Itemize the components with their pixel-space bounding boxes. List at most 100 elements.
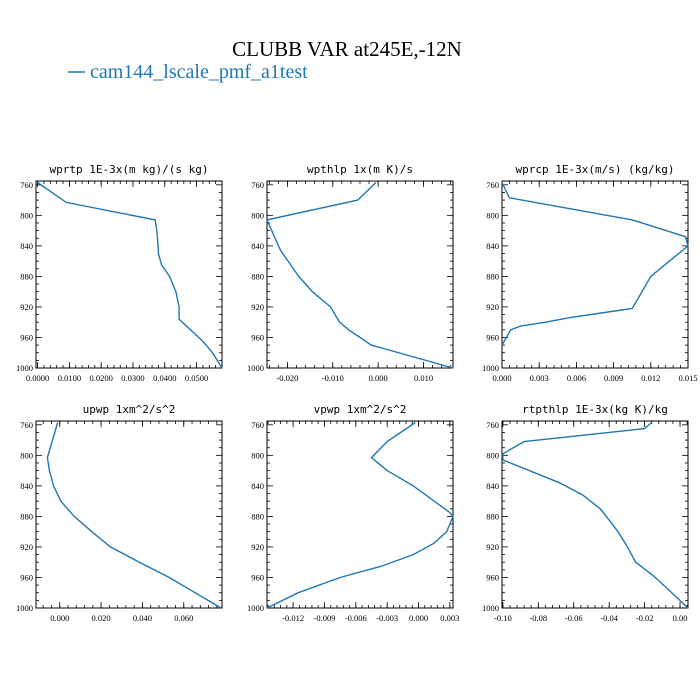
x-tick-label: -0.10 [494, 613, 512, 623]
y-tick-label: 880 [486, 271, 499, 281]
y-tick-label: 760 [20, 180, 33, 190]
y-tick-label: 920 [251, 302, 264, 312]
x-tick-label: 0.00 [673, 613, 688, 623]
y-tick-label: 960 [20, 332, 33, 342]
figure-title: CLUBB VAR at245E,-12N [232, 37, 462, 61]
y-tick-label: 840 [486, 241, 499, 251]
panel-title: upwp 1xm^2/s^2 [83, 403, 176, 416]
panel-title: rtpthlp 1E-3x(kg K)/kg [522, 403, 668, 416]
plot-frame [501, 180, 689, 369]
y-tick-label: 920 [20, 542, 33, 552]
x-tick-label: 0.015 [678, 373, 697, 383]
panel-title: wprtp 1E-3x(m kg)/(s kg) [50, 163, 209, 176]
panel-title: wprcp 1E-3x(m/s) (kg/kg) [516, 163, 675, 176]
y-tick-label: 880 [20, 511, 33, 521]
y-tick-label: 760 [251, 420, 264, 430]
x-tick-label: 0.0400 [153, 373, 176, 383]
x-tick-label: -0.006 [345, 613, 367, 623]
series-line [266, 181, 454, 369]
series-line [266, 421, 454, 609]
x-tick-label: 0.003 [440, 613, 459, 623]
x-tick-label: 0.040 [133, 613, 152, 623]
y-tick-label: 880 [486, 511, 499, 521]
y-tick-label: 1000 [247, 363, 264, 373]
series-line [37, 181, 223, 369]
y-tick-label: 880 [251, 271, 264, 281]
x-tick-label: 0.010 [414, 373, 433, 383]
plot-frame [35, 420, 223, 609]
y-tick-label: 920 [486, 302, 499, 312]
y-tick-label: 1000 [482, 363, 499, 373]
plot-frame [266, 420, 454, 609]
chart-panel: vpwp 1xm^2/s^2 760 800 840 880 920 960 1000 -0.0… [247, 403, 459, 623]
x-tick-label: -0.08 [529, 613, 547, 623]
y-tick-label: 760 [20, 420, 33, 430]
x-tick-label: 0.012 [641, 373, 660, 383]
y-tick-label: 960 [486, 572, 499, 582]
x-tick-label: -0.02 [636, 613, 654, 623]
x-tick-label: -0.003 [376, 613, 398, 623]
x-tick-label: 0.009 [604, 373, 623, 383]
x-tick-label: 0.003 [530, 373, 549, 383]
y-tick-label: 920 [486, 542, 499, 552]
x-tick-label: 0.000 [409, 613, 428, 623]
y-tick-label: 840 [20, 481, 33, 491]
y-tick-label: 880 [251, 511, 264, 521]
y-tick-label: 760 [251, 180, 264, 190]
y-tick-label: 840 [486, 481, 499, 491]
x-tick-label: 0.0100 [58, 373, 81, 383]
y-tick-label: 840 [251, 241, 264, 251]
x-tick-label: 0.0300 [121, 373, 144, 383]
legend-label: cam144_lscale_pmf_a1test [90, 61, 308, 83]
y-tick-label: 760 [486, 180, 499, 190]
y-tick-label: 800 [486, 450, 499, 460]
panel-title: vpwp 1xm^2/s^2 [314, 403, 407, 416]
y-tick-label: 880 [20, 271, 33, 281]
x-tick-label: 0.000 [369, 373, 388, 383]
y-tick-label: 800 [251, 450, 264, 460]
series-line [46, 422, 222, 609]
chart-panel: wprtp 1E-3x(m kg)/(s kg) 760 800 840 880 920 9… [16, 163, 223, 383]
panel-title: wpthlp 1x(m K)/s [307, 163, 413, 176]
y-tick-label: 800 [20, 450, 33, 460]
x-tick-label: -0.06 [565, 613, 583, 623]
y-tick-label: 840 [251, 481, 264, 491]
x-tick-label: 0.020 [92, 613, 111, 623]
y-tick-label: 760 [486, 420, 499, 430]
chart-panel: wpthlp 1x(m K)/s 760 800 840 880 920 960 1000 -0… [247, 163, 454, 383]
y-tick-label: 1000 [247, 603, 264, 613]
series-line [501, 182, 689, 346]
y-tick-label: 960 [251, 572, 264, 582]
chart-panel: rtpthlp 1E-3x(kg K)/kg 760 800 840 880 920 960… [482, 403, 689, 623]
y-tick-label: 1000 [16, 363, 33, 373]
y-tick-label: 960 [20, 572, 33, 582]
x-tick-label: 0.0000 [26, 373, 49, 383]
x-tick-label: 0.000 [492, 373, 511, 383]
y-tick-label: 1000 [16, 603, 33, 613]
x-tick-label: -0.020 [276, 373, 298, 383]
x-tick-label: -0.010 [322, 373, 344, 383]
y-tick-label: 920 [251, 542, 264, 552]
x-tick-label: 0.0200 [89, 373, 112, 383]
x-tick-label: 0.006 [567, 373, 586, 383]
y-tick-label: 800 [251, 210, 264, 220]
series-line [502, 421, 689, 609]
x-tick-label: -0.009 [313, 613, 335, 623]
plot-frame [35, 180, 223, 369]
chart-panel: upwp 1xm^2/s^2 760 800 840 880 920 960 1000 0.00… [16, 403, 223, 623]
y-tick-label: 840 [20, 241, 33, 251]
y-tick-label: 960 [486, 332, 499, 342]
x-tick-label: 0.060 [174, 613, 193, 623]
y-tick-label: 920 [20, 302, 33, 312]
x-tick-label: 0.000 [50, 613, 69, 623]
panel-grid: wprtp 1E-3x(m kg)/(s kg) 760 800 840 880 920 9… [16, 163, 698, 623]
x-tick-label: 0.0500 [185, 373, 208, 383]
y-tick-label: 800 [20, 210, 33, 220]
y-tick-label: 960 [251, 332, 264, 342]
x-tick-label: -0.04 [600, 613, 618, 623]
y-tick-label: 800 [486, 210, 499, 220]
y-tick-label: 1000 [482, 603, 499, 613]
x-tick-label: -0.012 [282, 613, 304, 623]
